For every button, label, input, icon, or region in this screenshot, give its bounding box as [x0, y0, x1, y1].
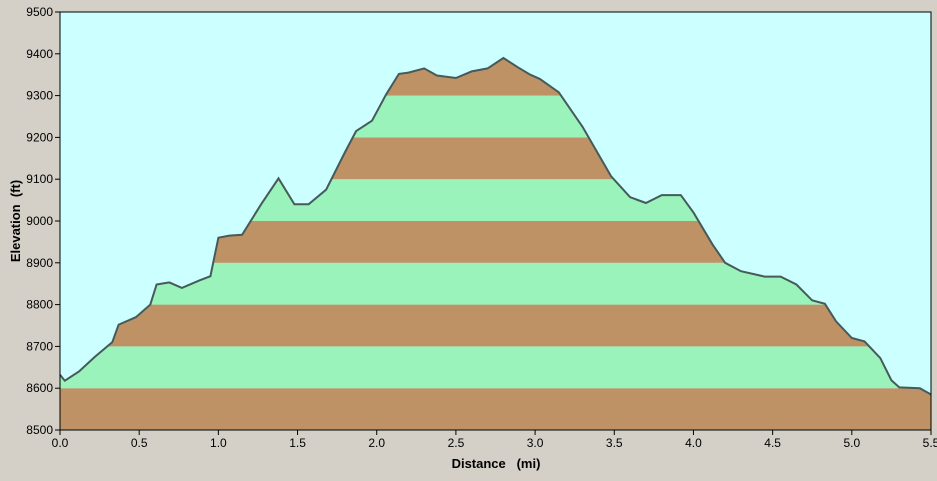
x-tick-label: 1.5: [289, 436, 306, 450]
y-tick-label: 8900: [26, 256, 53, 270]
elevation-band: [60, 388, 931, 430]
x-tick-label: 2.0: [368, 436, 385, 450]
y-tick-label: 9300: [26, 89, 53, 103]
x-tick-label: 4.5: [764, 436, 781, 450]
x-axis-label: Distance (mi): [452, 456, 541, 471]
x-tick-label: 1.0: [210, 436, 227, 450]
y-tick-label: 9400: [26, 47, 53, 61]
x-tick-label: 5.0: [843, 436, 860, 450]
elevation-profile-line: [59, 56, 932, 396]
y-tick-label: 8800: [26, 298, 53, 312]
y-tick-label: 8600: [26, 381, 53, 395]
x-tick-label: 3.0: [527, 436, 544, 450]
x-tick-label: 2.5: [448, 436, 465, 450]
y-tick-label: 9100: [26, 172, 53, 186]
x-axis-ticks: 0.0 0.5 1.0 1.5 2.0 2.5 3.0 3.5 4.0 4.5 5.0 5.5: [52, 430, 937, 450]
elevation-band: [60, 304, 931, 347]
y-axis-ticks: 8500 8600 8700 8800 8900 9000 9100 9200 9300 9400…: [26, 5, 60, 437]
y-tick-label: 9200: [26, 130, 53, 144]
y-tick-label: 8500: [26, 423, 53, 437]
elevation-band: [60, 346, 931, 389]
x-tick-label: 3.5: [606, 436, 623, 450]
x-tick-label: 0.0: [52, 436, 69, 450]
y-axis-label: Elevation (ft): [8, 180, 23, 262]
x-tick-label: 5.5: [923, 436, 937, 450]
y-tick-label: 9500: [26, 5, 53, 19]
y-tick-label: 9000: [26, 214, 53, 228]
x-tick-label: 4.0: [685, 436, 702, 450]
x-tick-label: 0.5: [131, 436, 148, 450]
y-tick-label: 8700: [26, 339, 53, 353]
